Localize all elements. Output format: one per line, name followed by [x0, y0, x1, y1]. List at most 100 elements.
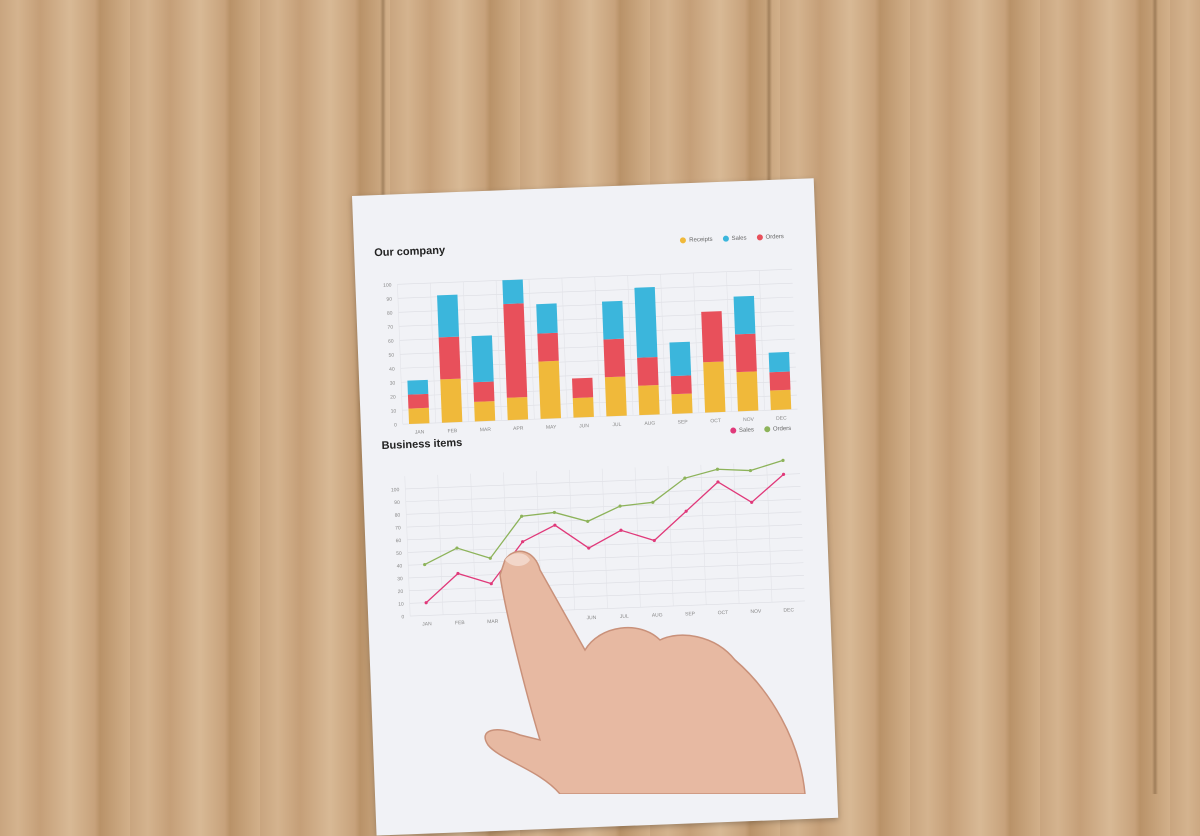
line-chart: 0 10 20 30 40 50 60 70 80 90 100 JAN FEB MAR APR MAY JUN… [391, 458, 805, 628]
x-tick-label: JUL [620, 614, 629, 620]
gridline [758, 270, 765, 411]
bar-chart: 0 10 20 30 40 50 60 70 80 90 100 JAN FEB MAR APR MAY JUN… [383, 268, 798, 436]
y-tick-label: 100 [391, 487, 400, 493]
point-orders [586, 519, 590, 523]
line-chart-title: Business items [381, 436, 463, 453]
bar-sales [437, 294, 460, 338]
gridline [404, 476, 411, 617]
bar-sales [601, 300, 624, 340]
point-orders [455, 546, 459, 550]
legend-label: Sales [731, 235, 747, 243]
bar-orders [407, 393, 429, 409]
x-tick-label: JAN [415, 429, 425, 435]
gridline [397, 284, 404, 425]
bar-orders [735, 333, 757, 373]
legend-item: Orders [763, 425, 791, 433]
gridline [693, 272, 700, 413]
gridline [528, 279, 535, 420]
y-tick-label: 0 [394, 422, 397, 428]
point-sales [781, 472, 786, 476]
legend-swatch [756, 234, 763, 241]
gridline [627, 275, 634, 416]
y-tick-label: 40 [389, 366, 395, 372]
gridline [726, 271, 733, 412]
x-tick-label: SEP [678, 419, 689, 425]
bar-sales [669, 341, 692, 377]
point-orders [552, 510, 557, 515]
gridline [594, 276, 601, 417]
bar-receipts [506, 397, 529, 421]
y-tick-label: 50 [396, 551, 402, 557]
legend-swatch [763, 426, 771, 433]
bar-orders [637, 356, 659, 386]
gridline [568, 469, 575, 610]
x-tick-label: MAR [487, 619, 499, 625]
bar-sales [471, 335, 494, 383]
legend-swatch [722, 235, 729, 242]
y-tick-label: 10 [398, 602, 404, 608]
gridline [470, 473, 477, 614]
legend-label: Sales [738, 427, 755, 434]
point-sales [652, 538, 656, 543]
point-sales [456, 571, 460, 576]
point-orders [423, 562, 427, 567]
bar-receipts [440, 378, 463, 423]
bar-sales [536, 303, 558, 334]
y-tick-label: 10 [391, 408, 397, 414]
bar-receipts [474, 401, 496, 422]
bar-orders [603, 338, 626, 378]
y-tick-label: 90 [394, 500, 400, 506]
x-tick-label: NOV [750, 609, 762, 615]
point-sales [587, 546, 591, 550]
bar-sales [733, 295, 756, 335]
y-tick-label: 0 [401, 614, 404, 620]
bar-receipts [538, 360, 562, 419]
gridline [700, 464, 707, 605]
point-orders [715, 467, 720, 471]
x-tick-label: OCT [718, 610, 729, 616]
x-tick-label: NOV [743, 417, 755, 423]
bar-receipts [604, 376, 627, 417]
y-tick-label: 30 [390, 380, 396, 386]
point-sales [424, 601, 428, 605]
y-tick-label: 50 [388, 352, 394, 358]
point-orders [651, 500, 655, 504]
y-tick-label: 60 [388, 339, 394, 345]
gridline [634, 467, 641, 608]
bar-sales [634, 287, 658, 358]
point-sales [619, 528, 623, 532]
x-tick-label: AUG [652, 612, 663, 618]
point-orders [520, 514, 524, 518]
bar-orders [503, 303, 528, 398]
gridline [430, 283, 436, 423]
line-sales [425, 473, 784, 604]
x-tick-label: JUN [586, 615, 596, 621]
legend-swatch [680, 237, 687, 244]
bar-chart-title: Our company [373, 244, 446, 260]
bar-receipts [736, 371, 759, 412]
y-tick-label: 90 [386, 297, 392, 303]
x-tick-label: OCT [710, 418, 721, 424]
x-tick-label: FEB [448, 428, 459, 434]
bar-chart-legend: Receipts Sales Orders [680, 233, 784, 244]
legend-swatch [729, 427, 737, 434]
point-orders [683, 476, 687, 480]
point-sales [684, 509, 688, 513]
bar-sales [502, 279, 524, 305]
paper-sheet: Our company Receipts Sales Orders 0 10 20 30 4… [352, 178, 839, 836]
bar-orders [572, 377, 594, 399]
legend-label: Orders [765, 234, 785, 241]
bar-receipts [408, 407, 430, 424]
bar-orders [769, 371, 791, 391]
point-orders [781, 458, 785, 462]
gridline [462, 281, 469, 422]
y-tick-label: 70 [395, 525, 401, 531]
gridline [495, 280, 502, 421]
x-tick-label: SEP [685, 611, 696, 617]
gridline [733, 463, 740, 604]
line-chart-legend: Sales Orders [729, 425, 791, 434]
bar-receipts [638, 384, 660, 416]
point-sales [716, 480, 720, 484]
x-tick-label: JUL [612, 422, 621, 428]
y-tick-label: 20 [398, 589, 404, 595]
